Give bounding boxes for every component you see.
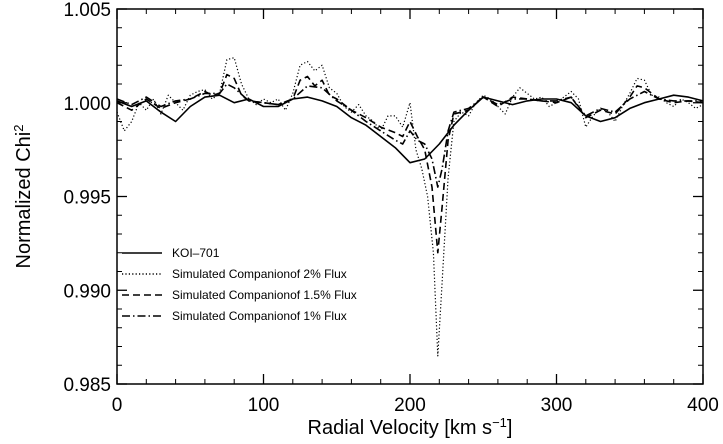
y-tick-label: 0.990 bbox=[63, 281, 111, 302]
axis-ticks bbox=[116, 8, 704, 385]
x-axis-label-suffix: ] bbox=[507, 417, 513, 439]
legend-label-3: Simulated Companionof 1.5% Flux bbox=[172, 288, 357, 302]
axis-tick-labels: 0 100 200 300 400 0.985 0.990 0.995 1.000 1.005 bbox=[63, 0, 718, 416]
x-tick-label: 100 bbox=[248, 395, 280, 416]
y-tick-label: 0.985 bbox=[63, 375, 111, 396]
y-tick-label: 1.005 bbox=[63, 0, 111, 21]
series-line-1 bbox=[116, 94, 704, 164]
y-axis-label-text: Normalized Chi bbox=[13, 132, 35, 269]
plot-frame bbox=[116, 8, 704, 385]
series-line-4 bbox=[116, 83, 703, 188]
x-tick-label: 0 bbox=[112, 395, 123, 416]
legend-label-2: Simulated Companionof 2% Flux bbox=[172, 267, 347, 281]
plot-area bbox=[116, 57, 704, 357]
y-tick-label: 0.995 bbox=[63, 188, 111, 209]
legend-label-4: Simulated Companionof 1% Flux bbox=[172, 309, 347, 323]
legend: KOI–701 Simulated Companionof 2% Flux Simu… bbox=[122, 246, 357, 323]
series-line-2 bbox=[116, 57, 704, 357]
x-axis-label-superscript: −1 bbox=[492, 415, 507, 430]
x-tick-label: 300 bbox=[541, 395, 573, 416]
x-axis-label-text: Radial Velocity [km s bbox=[308, 417, 493, 439]
y-axis-label-superscript: 2 bbox=[11, 125, 26, 132]
x-tick-label: 200 bbox=[394, 395, 426, 416]
x-axis-label: Radial Velocity [km s−1] bbox=[308, 415, 513, 440]
y-tick-label: 1.000 bbox=[63, 94, 111, 115]
series-line-3 bbox=[116, 73, 704, 254]
y-axis-label: Normalized Chi2 bbox=[11, 125, 36, 269]
legend-label-1: KOI–701 bbox=[172, 246, 220, 260]
x-tick-label: 400 bbox=[687, 395, 719, 416]
